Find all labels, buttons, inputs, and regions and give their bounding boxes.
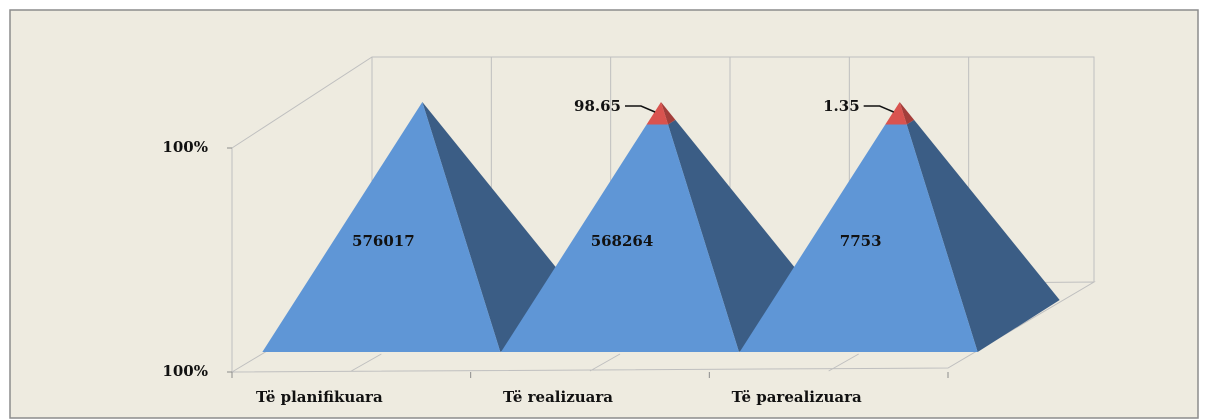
x-tick-label: Të parealizuara <box>732 388 862 406</box>
value-label: 576017 <box>352 232 415 250</box>
value-label: 7753 <box>840 232 882 250</box>
back-wall <box>231 56 1095 282</box>
pyramid-front <box>262 102 501 352</box>
floor-line <box>589 353 621 372</box>
tip-value-label: 1.35 <box>823 97 860 115</box>
pyramid-tip-front <box>646 102 669 125</box>
floor-line <box>351 353 382 372</box>
leader-line <box>863 105 894 113</box>
x-tick-label: Të planifikuara <box>256 388 383 406</box>
pyramid-tip-side <box>899 102 915 125</box>
leader-line <box>625 105 656 113</box>
tip-value-label: 98.65 <box>574 97 621 115</box>
value-label: 568264 <box>591 232 654 250</box>
x-tick-label: Të realizuara <box>503 388 613 406</box>
pyramid-tip-side <box>661 102 676 125</box>
pyramid-tip-front <box>885 102 907 125</box>
pyramid-front <box>739 124 978 352</box>
y-tick-label: 100% <box>162 362 208 380</box>
floor-line <box>828 353 859 372</box>
pyramid-side <box>906 119 1060 352</box>
y-tick-label: 100% <box>162 138 208 156</box>
pyramid-front <box>501 124 739 352</box>
